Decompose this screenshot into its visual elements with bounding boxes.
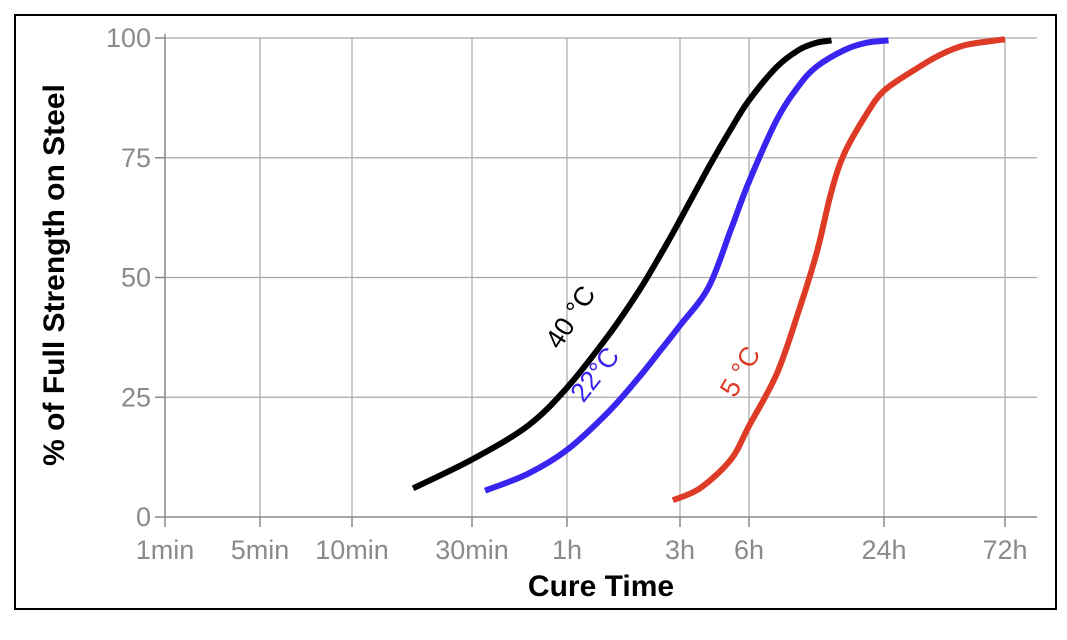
label-40c: 40 °C: [539, 280, 601, 353]
x-tick-label: 1h: [552, 535, 582, 565]
x-tick-label: 24h: [861, 535, 906, 565]
curve-labels: 40 °C22°C 5 °C: [539, 280, 766, 407]
series-5c-line: [671, 36, 1006, 503]
label-5c: 5 °C: [714, 341, 766, 402]
x-tick-label: 72h: [982, 535, 1027, 565]
x-axis-title: Cure Time: [528, 570, 674, 603]
chart-frame: [14, 14, 1057, 610]
y-tick-label: 25: [121, 382, 151, 412]
y-tick-label: 0: [136, 502, 151, 532]
axes: [155, 34, 1037, 527]
x-tick-label: 30min: [435, 535, 509, 565]
y-axis-title: % of Full Strength on Steel: [38, 84, 71, 466]
y-tick-labels: 0 25 50 75 100: [106, 23, 151, 532]
y-tick-label: 75: [121, 143, 151, 173]
series-22c-line: [483, 37, 889, 494]
x-tick-label: 10min: [315, 535, 389, 565]
x-tick-labels: 1min 5min 10min 30min 1h 3h 6h 24h 72h: [136, 535, 1028, 565]
series-lines: [411, 36, 1006, 503]
x-tick-label: 6h: [734, 535, 764, 565]
x-tick-label: 3h: [665, 535, 695, 565]
gridlines: [164, 37, 1037, 517]
y-tick-label: 100: [106, 23, 151, 53]
x-tick-label: 1min: [136, 535, 195, 565]
series-40c-line: [411, 37, 832, 491]
y-tick-label: 50: [121, 263, 151, 293]
x-tick-label: 5min: [231, 535, 290, 565]
